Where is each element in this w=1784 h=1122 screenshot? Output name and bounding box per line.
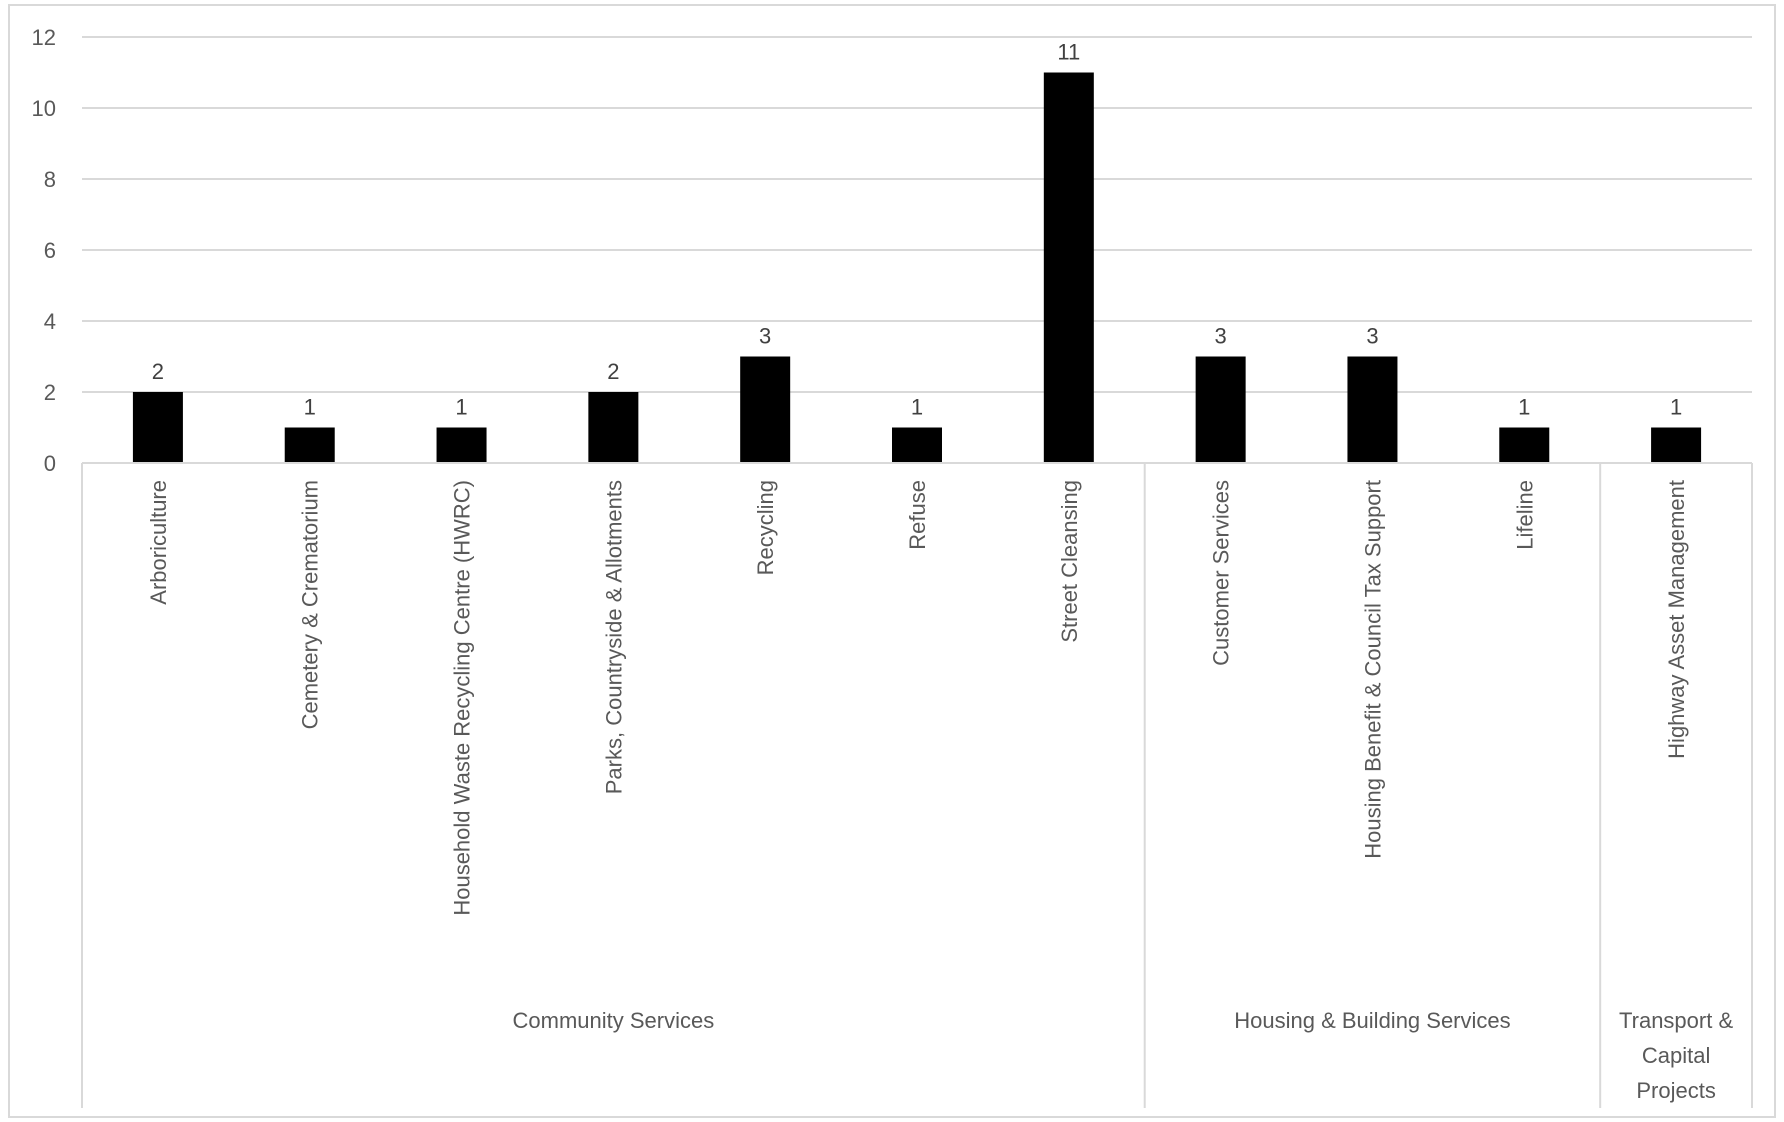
- data-label: 2: [152, 359, 164, 384]
- category-label: Recycling: [753, 480, 778, 575]
- category-label: Parks, Countryside & Allotments: [601, 480, 626, 794]
- y-tick-label: 10: [32, 96, 56, 121]
- data-label: 3: [1366, 324, 1378, 349]
- bar: [1347, 356, 1398, 463]
- x-axis: [81, 462, 1753, 1108]
- category-label: Lifeline: [1512, 480, 1537, 550]
- y-tick-label: 4: [44, 309, 56, 334]
- bar: [740, 356, 791, 463]
- group-label: Transport &: [1619, 1008, 1733, 1033]
- data-label: 3: [1215, 324, 1227, 349]
- y-tick-label: 0: [44, 451, 56, 476]
- category-label: Housing Benefit & Council Tax Support: [1360, 480, 1385, 859]
- data-label: 2: [607, 359, 619, 384]
- bar: [284, 427, 335, 463]
- data-label: 1: [1518, 395, 1530, 420]
- bar: [1195, 356, 1246, 463]
- group-label: Housing & Building Services: [1234, 1008, 1510, 1033]
- category-label: Street Cleansing: [1057, 480, 1082, 643]
- group-label: Capital: [1642, 1043, 1710, 1068]
- y-tick-label: 6: [44, 238, 56, 263]
- group-label: Projects: [1636, 1078, 1715, 1103]
- group-label: Community Services: [513, 1008, 715, 1033]
- data-label: 1: [1670, 395, 1682, 420]
- chart-border: [8, 4, 1776, 1118]
- bar: [892, 427, 942, 463]
- category-label: Cemetery & Crematorium: [298, 480, 323, 729]
- gridlines: [82, 36, 1752, 393]
- category-label: Refuse: [905, 480, 930, 550]
- y-axis: 0 2 4 6 8 10 12: [32, 25, 56, 476]
- category-label: Highway Asset Management: [1664, 480, 1689, 759]
- data-label: 1: [911, 395, 923, 420]
- y-tick-label: 8: [44, 167, 56, 192]
- bar: [1499, 427, 1550, 463]
- category-labels: Arboriculture Cemetery & Crematorium House…: [146, 480, 1689, 916]
- data-label: 1: [304, 395, 316, 420]
- data-label: 3: [759, 324, 771, 349]
- group-labels: Community Services Housing & Building Ser…: [513, 1008, 1734, 1103]
- y-tick-label: 12: [32, 25, 56, 50]
- bar: [436, 427, 487, 463]
- category-label: Customer Services: [1209, 480, 1234, 666]
- bar: [132, 392, 183, 463]
- bar: [588, 392, 639, 463]
- bars: [132, 72, 1702, 463]
- data-label: 11: [1057, 40, 1080, 65]
- category-label: Household Waste Recycling Centre (HWRC): [450, 480, 475, 916]
- y-tick-label: 2: [44, 380, 56, 405]
- data-label: 1: [455, 395, 467, 420]
- bar: [1651, 427, 1702, 463]
- bar: [1043, 72, 1094, 463]
- category-label: Arboriculture: [146, 480, 171, 605]
